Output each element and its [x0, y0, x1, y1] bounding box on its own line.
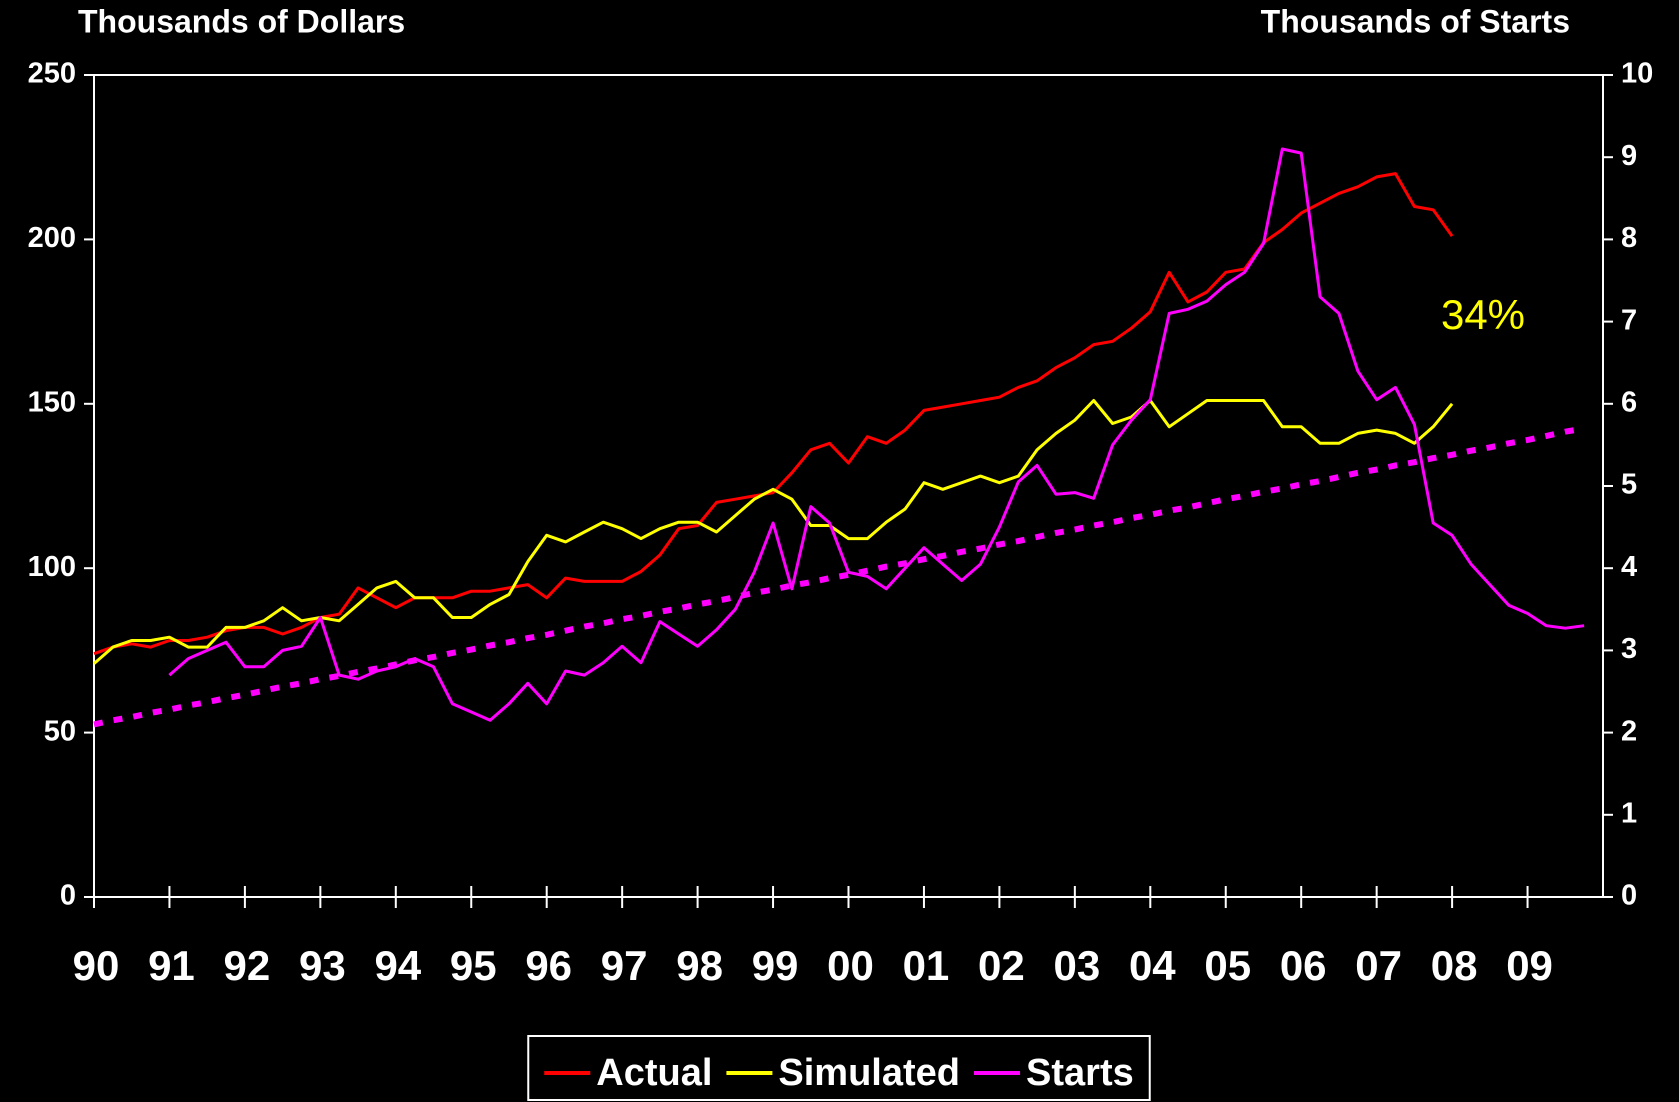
- x-tick-label: 90: [73, 942, 120, 989]
- y2-axis-title: Thousands of Starts: [1261, 3, 1570, 39]
- x-tick-label: 00: [827, 942, 874, 989]
- y2-tick-label: 3: [1621, 633, 1637, 665]
- y-tick-label: 50: [44, 715, 76, 747]
- x-tick-label: 95: [450, 942, 497, 989]
- y2-tick-label: 6: [1621, 386, 1637, 418]
- y2-tick-label: 7: [1621, 304, 1637, 336]
- legend-label: Simulated: [778, 1052, 960, 1094]
- annotation: 34%: [1441, 291, 1525, 338]
- x-tick-label: 97: [601, 942, 648, 989]
- series-line: [93, 399, 1454, 665]
- y2-tick-label: 5: [1621, 469, 1637, 501]
- x-tick-label: 09: [1506, 942, 1553, 989]
- y-tick-label: 0: [60, 880, 76, 912]
- x-tick-label: 04: [1129, 942, 1176, 989]
- legend-label: Actual: [596, 1052, 712, 1094]
- y-tick-label: 250: [28, 58, 76, 90]
- y2-tick-label: 8: [1621, 222, 1637, 254]
- x-tick-label: 07: [1355, 942, 1402, 989]
- x-tick-label: 02: [978, 942, 1025, 989]
- y-tick-label: 100: [28, 551, 76, 583]
- y2-tick-label: 1: [1621, 797, 1637, 829]
- series-line: [93, 172, 1454, 656]
- y2-tick-label: 10: [1621, 58, 1653, 90]
- y-tick-label: 150: [28, 386, 76, 418]
- y2-tick-label: 0: [1621, 880, 1637, 912]
- x-tick-label: 92: [224, 942, 271, 989]
- legend: Actual Simulated Starts: [527, 1035, 1151, 1101]
- x-tick-label: 98: [676, 942, 723, 989]
- y2-tick-label: 2: [1621, 715, 1637, 747]
- x-tick-label: 03: [1053, 942, 1100, 989]
- y2-tick-label: 9: [1621, 140, 1637, 172]
- legend-box: [527, 1035, 1151, 1101]
- x-tick-label: 94: [374, 942, 421, 989]
- x-tick-label: 05: [1204, 942, 1251, 989]
- x-tick-label: 01: [903, 942, 950, 989]
- x-tick-label: 93: [299, 942, 346, 989]
- series-line: [168, 147, 1585, 722]
- y-tick-label: 200: [28, 222, 76, 254]
- x-tick-label: 96: [525, 942, 572, 989]
- legend-label: Starts: [1026, 1052, 1134, 1094]
- y-axis-title: Thousands of Dollars: [78, 3, 405, 39]
- x-tick-label: 06: [1280, 942, 1327, 989]
- trend-line: [93, 425, 1585, 728]
- y2-tick-label: 4: [1621, 551, 1637, 583]
- x-tick-label: 91: [148, 942, 195, 989]
- x-tick-label: 08: [1431, 942, 1478, 989]
- x-tick-label: 99: [752, 942, 799, 989]
